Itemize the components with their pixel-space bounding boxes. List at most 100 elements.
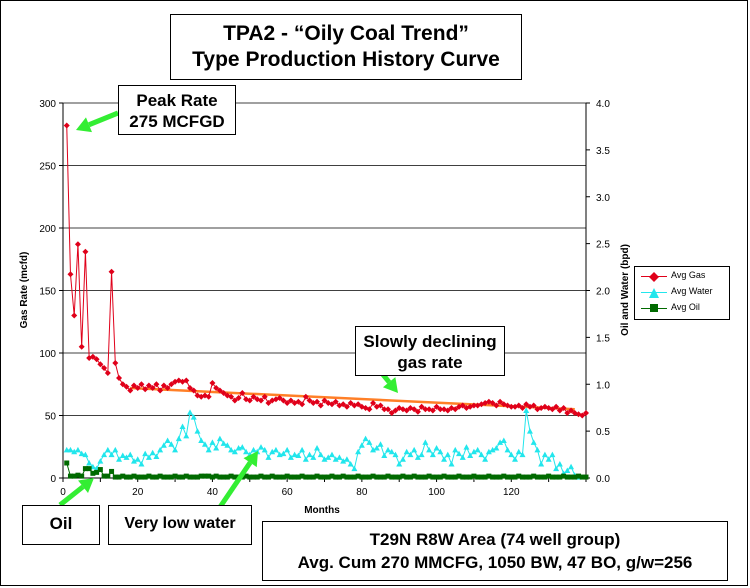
oil-point [221,474,227,480]
gas-point [340,401,347,408]
gas-point [568,407,575,414]
summary-line-1: T29N R8W Area (74 well group) [369,530,621,549]
water-point [455,450,462,457]
gas-point [93,356,100,363]
oil-point [523,474,529,480]
water-point [526,428,533,434]
oil-point [209,474,215,480]
oil-point [109,468,115,474]
decline-line-1: Slowly declining [363,332,497,351]
water-arrow [215,451,258,512]
square-marker-icon [650,304,658,312]
gas-point [67,271,74,278]
gas-point [411,406,418,413]
water-point [142,450,149,457]
water-point [269,448,276,455]
water-point [239,444,246,450]
water-point [426,446,433,453]
oil-point [572,474,578,480]
oil-point [138,474,144,480]
water-point [205,446,212,453]
title-line-1: TPA2 - “Oily Coal Trend” [223,22,469,45]
gas-point [231,397,238,404]
oil-point [404,474,410,480]
oil-point [527,474,533,480]
water-point [321,456,328,462]
oil-point [512,474,518,480]
water-point [78,450,85,457]
gas-point [347,400,354,406]
water-point [343,456,350,462]
gas-point [508,403,515,410]
gas-point [497,398,504,405]
gas-point [429,407,436,414]
oil-point [534,474,540,480]
oil-point [333,474,339,480]
water-point [175,435,182,442]
oil-point [288,474,294,480]
water-point [515,448,522,455]
water-point [190,414,197,420]
oil-point [75,472,81,478]
water-point [220,440,227,446]
oil-callout: Oil [22,505,100,545]
water-point [448,460,455,467]
gas-point [530,402,537,409]
legend-gas-label: Avg Gas [671,270,706,280]
gas-point [130,382,137,389]
gas-point [209,380,216,386]
gas-point [280,397,287,404]
water-point [504,446,511,453]
title-line-2: Type Production History Curve [192,48,500,71]
oil-point [265,474,271,480]
gas-point [377,402,384,409]
water-point [82,451,89,458]
oil-point [430,474,436,480]
water-point [153,453,160,459]
water-point [261,446,268,453]
oil-point [482,474,488,480]
oil-point [355,473,361,479]
water-point [403,448,410,455]
oil-point [456,473,462,479]
oil-point [97,467,103,473]
water-point [411,446,418,453]
gas-point [579,412,586,419]
oil-point [161,474,167,480]
water-point [306,451,313,458]
oil-point [273,474,279,480]
water-point [272,446,279,453]
oil-point [101,473,107,479]
water-point [519,451,526,458]
oil-point [86,466,92,472]
water-point [564,467,571,473]
gas-point [343,403,350,410]
gas-point [321,397,328,404]
oil-point [449,474,455,480]
gas-point [205,393,212,400]
oil-point [475,474,481,480]
legend: Avg Gas Avg Water Avg Oil [634,266,730,320]
gas-point [108,268,115,275]
y-tick-label: 250 [39,162,56,173]
oil-point [183,473,189,479]
gas-point [385,406,392,413]
oil-point [411,473,417,479]
peak-line-1: Peak Rate [136,91,218,110]
gas-point [160,382,167,389]
oil-point [135,474,141,480]
x-tick-label: 20 [132,487,144,498]
decline-line-2: gas rate [397,353,463,372]
water-point [452,446,459,453]
oil-point [153,474,159,480]
gas-point [317,402,324,409]
water-point [366,439,373,445]
gas-point [257,397,264,404]
water-point [224,442,231,448]
oil-point [232,474,238,480]
water-point [485,448,492,455]
oil-point [557,474,563,480]
gas-point [366,406,373,413]
oil-point [307,474,313,480]
gas-point [459,402,466,409]
